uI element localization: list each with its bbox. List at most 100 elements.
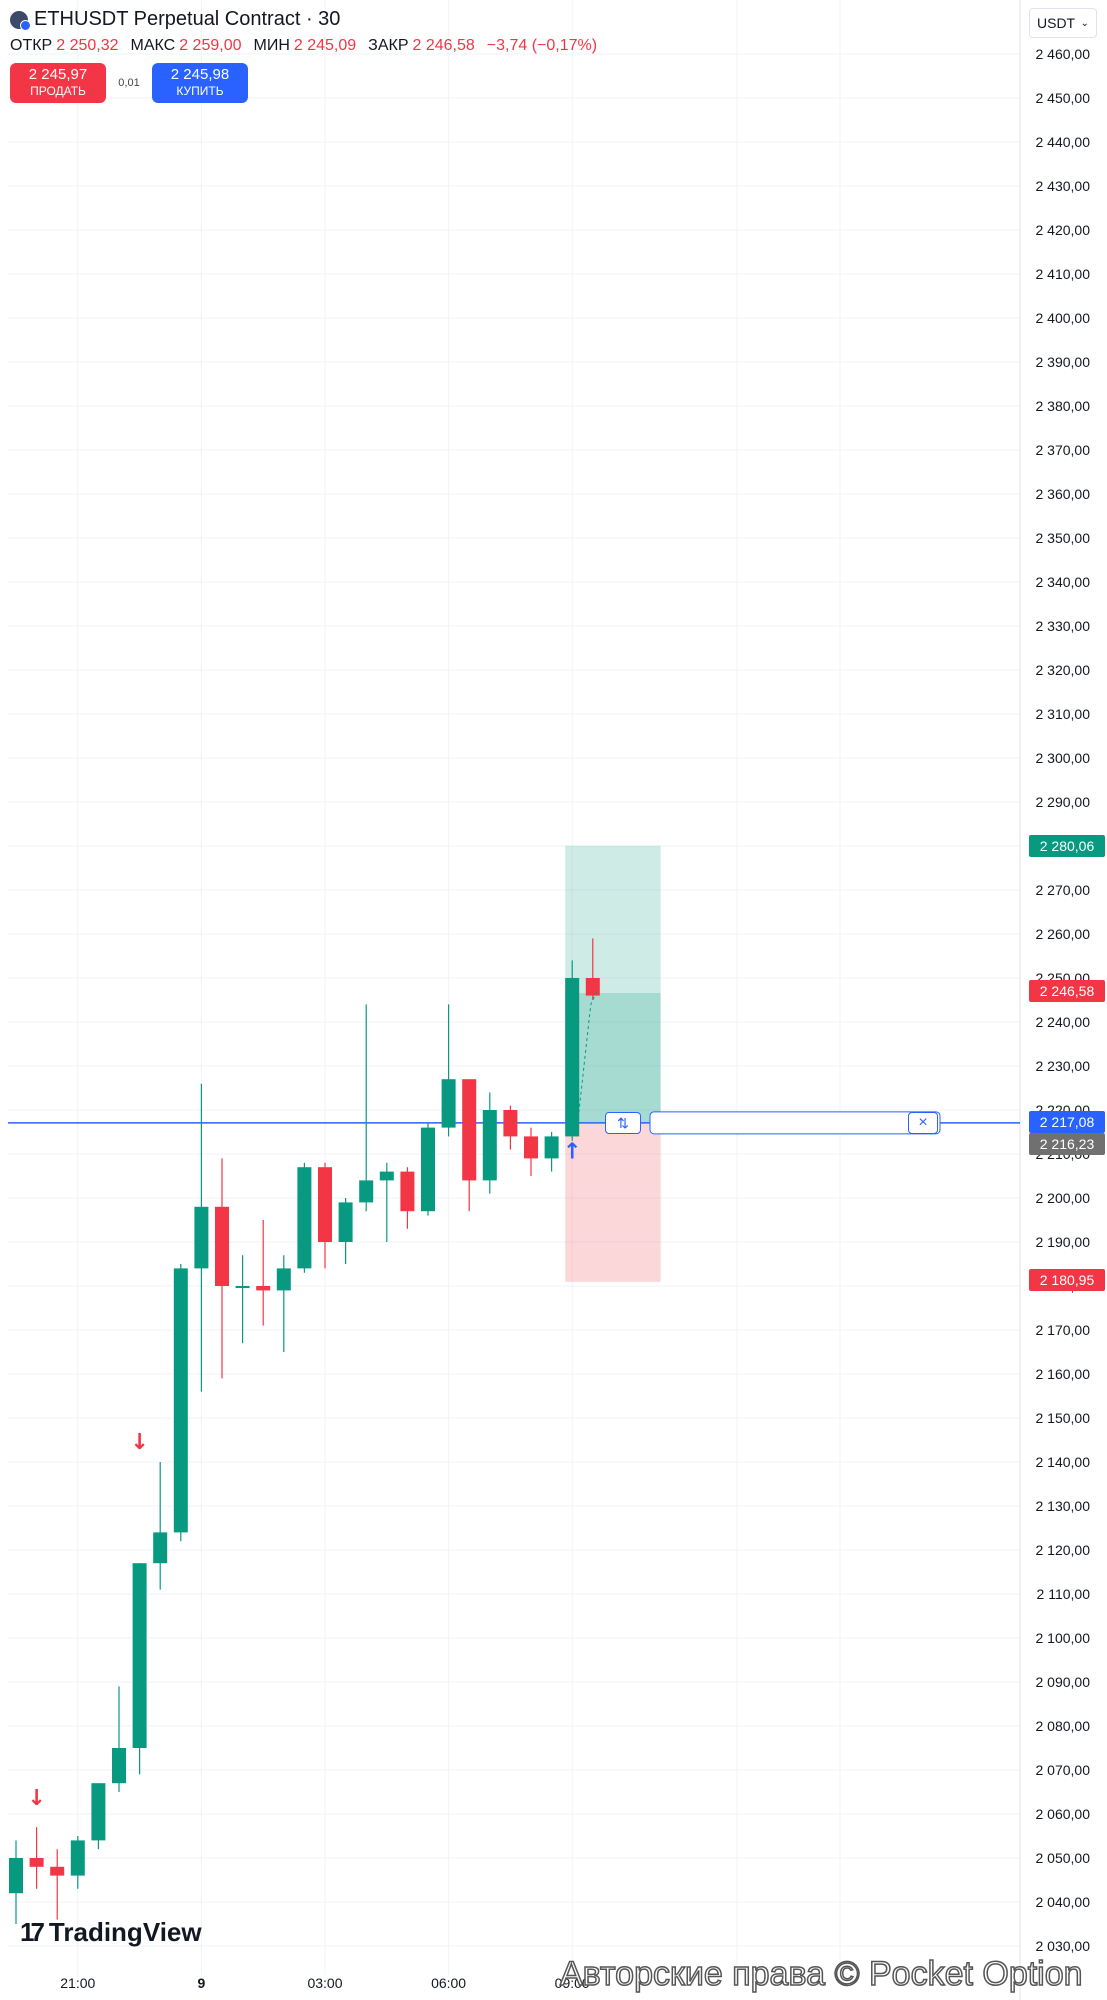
symbol-label: ETHUSDT Perpetual Contract · 30 [34, 8, 341, 30]
y-tick-label: 2 190,00 [1036, 1234, 1091, 1250]
candle-body [112, 1748, 126, 1784]
candle-body [400, 1171, 415, 1212]
y-tick-label: 2 330,00 [1036, 618, 1091, 634]
candle-body [524, 1136, 538, 1159]
close-position-button[interactable]: × [908, 1112, 938, 1134]
y-tick-label: 2 230,00 [1036, 1058, 1091, 1074]
close-icon: × [918, 1114, 928, 1131]
candle-body [50, 1866, 65, 1876]
last-price-tag: 2 246,58 [1029, 980, 1105, 1002]
spread-value: 0,01 [118, 77, 140, 89]
profit-fill-zone [565, 993, 661, 1123]
y-tick-label: 2 070,00 [1036, 1762, 1091, 1778]
y-tick-label: 2 300,00 [1036, 750, 1091, 766]
y-tick-label: 2 080,00 [1036, 1718, 1091, 1734]
buy-button[interactable]: 2 245,98 КУПИТЬ [152, 63, 248, 103]
currency-label: USDT [1037, 15, 1076, 31]
stop-loss-zone [565, 1122, 661, 1282]
candle-body [29, 1858, 44, 1867]
chart-legend: ETHUSDT Perpetual Contract · 30 ОТКР 2 25… [10, 8, 605, 103]
candle-body [132, 1563, 147, 1748]
y-tick-label: 2 430,00 [1036, 178, 1091, 194]
y-tick-label: 2 150,00 [1036, 1410, 1091, 1426]
y-tick-label: 2 270,00 [1036, 882, 1091, 898]
sell-arrow-icon: ↓ [130, 1430, 148, 1455]
y-tick-label: 2 060,00 [1036, 1806, 1091, 1822]
candle-body [235, 1286, 250, 1288]
y-tick-label: 2 200,00 [1036, 1190, 1091, 1206]
candle-body [153, 1532, 168, 1564]
y-tick-label: 2 310,00 [1036, 706, 1091, 722]
x-tick-label: 09:00 [555, 1975, 590, 1991]
y-tick-label: 2 460,00 [1036, 46, 1091, 62]
entry-price-tag[interactable]: 2 217,08 [1029, 1111, 1105, 1133]
y-tick-label: 2 040,00 [1036, 1894, 1091, 1910]
y-tick-label: 2 090,00 [1036, 1674, 1091, 1690]
candle-body [9, 1858, 23, 1894]
candle-body [256, 1286, 271, 1291]
stop-loss-price-tag[interactable]: 2 180,95 [1029, 1269, 1105, 1291]
candle-body [91, 1783, 106, 1841]
ohlc-values: ОТКР 2 250,32 МАКС 2 259,00 МИН 2 245,09 ЗА… [10, 37, 605, 55]
y-tick-label: 2 350,00 [1036, 530, 1091, 546]
y-tick-label: 2 160,00 [1036, 1366, 1091, 1382]
candle-body [503, 1110, 518, 1137]
candle-body [421, 1127, 435, 1212]
candle-body [297, 1167, 312, 1269]
candle-body [70, 1840, 85, 1876]
buy-price: 2 245,98 [170, 66, 230, 83]
reverse-position-button[interactable]: ⇅ [605, 1112, 641, 1134]
high-value: 2 259,00 [179, 37, 242, 54]
y-tick-label: 2 360,00 [1036, 486, 1091, 502]
high-label: МАКС [130, 37, 176, 54]
change-value: −3,74 (−0,17%) [486, 37, 598, 54]
x-tick-label: 06:00 [431, 1975, 466, 1991]
close-label: ЗАКР [368, 37, 409, 54]
y-tick-label: 2 340,00 [1036, 574, 1091, 590]
symbol-title[interactable]: ETHUSDT Perpetual Contract · 30 [10, 8, 605, 31]
ethereum-coin-icon [10, 10, 31, 31]
y-tick-label: 2 290,00 [1036, 794, 1091, 810]
y-tick-label: 2 400,00 [1036, 310, 1091, 326]
y-tick-label: 2 260,00 [1036, 926, 1091, 942]
tradingview-logo[interactable]: 17 TradingView [20, 1917, 202, 1948]
y-tick-label: 2 130,00 [1036, 1498, 1091, 1514]
candle-body [318, 1167, 332, 1242]
y-tick-label: 2 110,00 [1037, 1586, 1091, 1602]
x-tick-label: 9 [198, 1975, 206, 1991]
currency-select[interactable]: USDT ⌄ [1029, 8, 1097, 38]
candle-body [173, 1268, 188, 1533]
candle-body [338, 1202, 353, 1242]
candle-body [565, 978, 580, 1137]
projection-line [575, 990, 598, 1137]
take-profit-zone [565, 845, 661, 1123]
y-tick-label: 2 030,00 [1036, 1938, 1091, 1954]
candle-body [359, 1180, 374, 1203]
take-profit-price-tag[interactable]: 2 280,06 [1029, 835, 1105, 857]
candle-body [482, 1110, 497, 1181]
candle-body [544, 1136, 559, 1159]
x-tick-label: 21:00 [60, 1975, 95, 1991]
y-tick-label: 2 050,00 [1036, 1850, 1091, 1866]
candle-body [215, 1206, 229, 1286]
y-tick-label: 2 420,00 [1036, 222, 1091, 238]
y-tick-label: 2 120,00 [1036, 1542, 1091, 1558]
y-tick-label: 2 390,00 [1036, 354, 1091, 370]
low-label: МИН [253, 37, 290, 54]
candle-body [194, 1206, 209, 1269]
logo-text: TradingView [48, 1917, 202, 1947]
tradingview-logo-icon: 17 [20, 1917, 45, 1947]
sell-arrow-icon: ↓ [27, 1786, 45, 1811]
y-tick-label: 2 440,00 [1036, 134, 1091, 150]
y-tick-label: 2 240,00 [1036, 1014, 1091, 1030]
y-tick-label: 2 140,00 [1036, 1454, 1091, 1470]
y-tick-label: 2 170,00 [1036, 1322, 1091, 1338]
sell-label: ПРОДАТЬ [30, 84, 86, 98]
candle-body [462, 1079, 477, 1181]
sell-price: 2 245,97 [28, 66, 88, 83]
open-label: ОТКР [10, 37, 53, 54]
candle-body [379, 1171, 394, 1181]
y-tick-label: 2 100,00 [1036, 1630, 1091, 1646]
sell-button[interactable]: 2 245,97 ПРОДАТЬ [10, 63, 106, 103]
